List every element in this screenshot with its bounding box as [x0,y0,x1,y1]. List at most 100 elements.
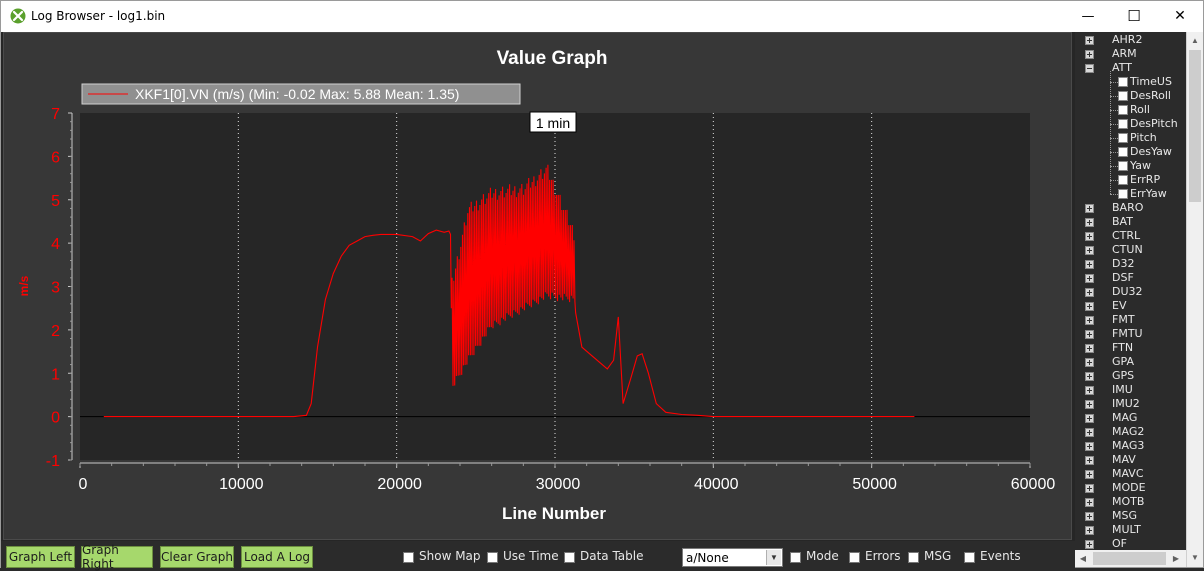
tree-field-timeus[interactable]: TimeUS [1118,75,1193,89]
tree-node-ev[interactable]: EV [1085,299,1185,313]
expand-icon[interactable] [1085,512,1094,521]
clear-graph-button[interactable]: Clear Graph [160,546,234,568]
tree-node-mag2[interactable]: MAG2 [1085,425,1185,439]
expand-icon[interactable] [1085,400,1094,409]
expand-icon[interactable] [1085,36,1094,45]
tree-node-mag3[interactable]: MAG3 [1085,439,1185,453]
expand-icon[interactable] [1085,344,1094,353]
graph-panel[interactable]: Value Graph XKF1[0].VN (m/s) (Min: -0.02… [3,32,1072,540]
tree-node-ctun[interactable]: CTUN [1085,243,1185,257]
load-log-button[interactable]: Load A Log [241,546,313,568]
expand-icon[interactable] [1085,470,1094,479]
tree-node-mag[interactable]: MAG [1085,411,1185,425]
expand-icon[interactable] [1085,232,1094,241]
tree-field-errrp[interactable]: ErrRP [1118,173,1193,187]
tree-field-desyaw[interactable]: DesYaw [1118,145,1193,159]
tree-node-dsf[interactable]: DSF [1085,271,1185,285]
tree-node-mavc[interactable]: MAVC [1085,467,1185,481]
expand-icon[interactable] [1085,316,1094,325]
checkbox-box[interactable] [849,552,860,563]
field-checkbox[interactable] [1118,105,1128,115]
checkbox-box[interactable] [403,552,414,563]
tree-field-despitch[interactable]: DesPitch [1118,117,1193,131]
tree-field-yaw[interactable]: Yaw [1118,159,1193,173]
tree-node-baro[interactable]: BARO [1085,201,1185,215]
collapse-icon[interactable] [1085,64,1094,73]
expand-icon[interactable] [1085,442,1094,451]
tree-node-motb[interactable]: MOTB [1085,495,1185,509]
expand-icon[interactable] [1085,302,1094,311]
expand-icon[interactable] [1085,330,1094,339]
message-type-dropdown[interactable]: a/None ▼ [682,548,783,567]
tree-node-du32[interactable]: DU32 [1085,285,1185,299]
tree-node-mult[interactable]: MULT [1085,523,1185,537]
field-checkbox[interactable] [1118,133,1128,143]
expand-icon[interactable] [1085,540,1094,549]
expand-icon[interactable] [1085,204,1094,213]
expand-icon[interactable] [1085,386,1094,395]
tree-field-roll[interactable]: Roll [1118,103,1193,117]
expand-icon[interactable] [1085,218,1094,227]
title-bar[interactable]: Log Browser - log1.bin — ☐ ✕ [1,1,1203,32]
tree-horizontal-scrollbar[interactable]: ◀ ▶ [1075,550,1186,567]
tree-node-fmt[interactable]: FMT [1085,313,1185,327]
scroll-down-arrow-icon[interactable]: ▼ [1191,553,1199,562]
tree-node-ahr2[interactable]: AHR2 [1085,33,1185,47]
plot-area[interactable] [80,113,1030,460]
tree-vertical-scrollbar[interactable]: ▲ ▼ [1186,32,1203,567]
field-checkbox[interactable] [1118,119,1128,129]
scroll-thumb[interactable] [1189,50,1201,202]
tree-node-mode[interactable]: MODE [1085,481,1185,495]
tree-node-ftn[interactable]: FTN [1085,341,1185,355]
expand-icon[interactable] [1085,456,1094,465]
graph-right-button[interactable]: Graph Right [81,543,153,571]
scroll-right-arrow-icon[interactable]: ▶ [1172,554,1180,563]
chevron-down-icon[interactable]: ▼ [766,550,781,565]
tree-node-gps[interactable]: GPS [1085,369,1185,383]
expand-icon[interactable] [1085,260,1094,269]
h-scroll-thumb[interactable] [1093,552,1166,565]
tree-node-gpa[interactable]: GPA [1085,355,1185,369]
tree-node-mav[interactable]: MAV [1085,453,1185,467]
field-checkbox[interactable] [1118,77,1128,87]
expand-icon[interactable] [1085,274,1094,283]
scroll-up-arrow-icon[interactable]: ▲ [1191,36,1199,45]
tree-node-imu[interactable]: IMU [1085,383,1185,397]
tree-node-d32[interactable]: D32 [1085,257,1185,271]
maximize-button[interactable]: ☐ [1127,7,1141,25]
expand-icon[interactable] [1085,372,1094,381]
checkbox-box[interactable] [908,552,919,563]
expand-icon[interactable] [1085,414,1094,423]
expand-icon[interactable] [1085,288,1094,297]
close-button[interactable]: ✕ [1174,8,1186,24]
checkbox-box[interactable] [564,552,575,563]
tree-node-msg[interactable]: MSG [1085,509,1185,523]
tree-node-imu2[interactable]: IMU2 [1085,397,1185,411]
field-checkbox[interactable] [1118,175,1128,185]
tree-field-desroll[interactable]: DesRoll [1118,89,1193,103]
expand-icon[interactable] [1085,498,1094,507]
expand-icon[interactable] [1085,246,1094,255]
tree-field-erryaw[interactable]: ErrYaw [1118,187,1193,201]
field-checkbox[interactable] [1118,91,1128,101]
expand-icon[interactable] [1085,484,1094,493]
expand-icon[interactable] [1085,526,1094,535]
message-tree[interactable]: AHR2 ARM ATT TimeUS DesRoll Roll DesPitch Pitch… [1075,32,1203,567]
field-checkbox[interactable] [1118,189,1128,199]
value-graph-chart[interactable]: Value Graph XKF1[0].VN (m/s) (Min: -0.02… [4,33,1071,539]
expand-icon[interactable] [1085,428,1094,437]
minimize-button[interactable]: — [1081,8,1095,24]
expand-icon[interactable] [1085,358,1094,367]
graph-left-button[interactable]: Graph Left [6,546,75,568]
tree-node-att[interactable]: ATT [1085,61,1185,75]
checkbox-box[interactable] [790,552,801,563]
tree-node-ctrl[interactable]: CTRL [1085,229,1185,243]
field-checkbox[interactable] [1118,147,1128,157]
tree-field-pitch[interactable]: Pitch [1118,131,1193,145]
field-checkbox[interactable] [1118,161,1128,171]
tree-node-bat[interactable]: BAT [1085,215,1185,229]
checkbox-box[interactable] [964,552,975,563]
tree-node-fmtu[interactable]: FMTU [1085,327,1185,341]
expand-icon[interactable] [1085,50,1094,59]
tree-node-arm[interactable]: ARM [1085,47,1185,61]
